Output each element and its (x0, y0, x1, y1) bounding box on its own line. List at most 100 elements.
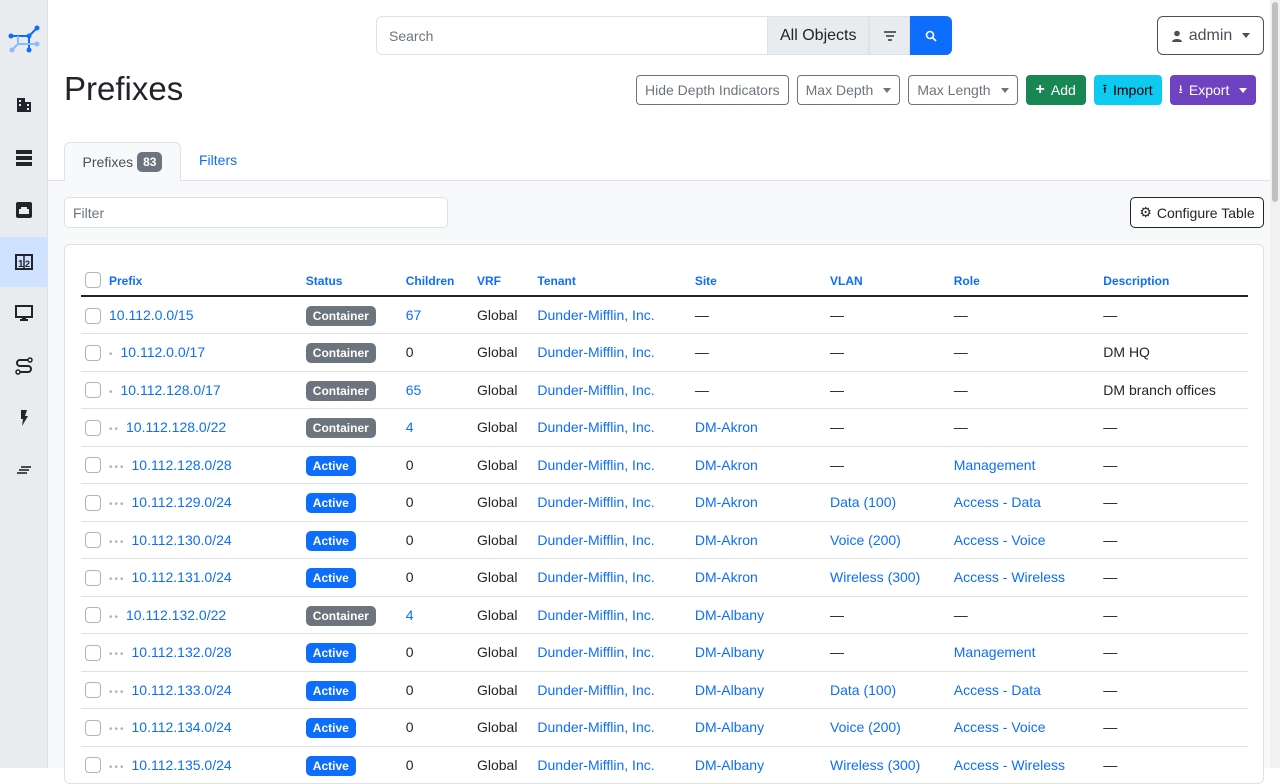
role-value[interactable]: Management (953, 644, 1036, 661)
max-depth-dropdown[interactable]: Max Depth (796, 75, 901, 105)
site-value[interactable]: DM-Albany (694, 719, 765, 736)
row-checkbox[interactable] (85, 569, 101, 586)
search-filter-button[interactable] (869, 16, 911, 55)
prefix-link[interactable]: 10.112.132.0/28 (131, 644, 232, 661)
site-value[interactable]: DM-Akron (694, 419, 758, 436)
row-checkbox[interactable] (85, 307, 101, 324)
row-checkbox[interactable] (85, 419, 101, 436)
page-scrollbar[interactable] (1270, 0, 1280, 768)
table-filter-input[interactable] (64, 197, 448, 228)
prefix-link[interactable]: 10.112.0.0/17 (120, 344, 206, 361)
role-value[interactable]: Access - Data (953, 494, 1041, 511)
prefix-link[interactable]: 10.112.132.0/22 (126, 606, 227, 623)
import-button[interactable]: ⭱ Import (1093, 75, 1162, 105)
vlan-value[interactable]: Voice (200) (830, 719, 901, 736)
vlan-value[interactable]: Voice (200) (830, 531, 901, 548)
tab-prefixes[interactable]: Prefixes 83 (64, 142, 181, 181)
vlan-value[interactable]: Data (100) (830, 681, 897, 698)
tenant-value[interactable]: Dunder-Mifflin, Inc. (537, 606, 655, 623)
vlan-value[interactable]: Wireless (300) (830, 756, 921, 773)
role-value[interactable]: Access - Wireless (953, 569, 1065, 586)
column-header-children[interactable]: Children (401, 265, 473, 297)
site-value[interactable]: DM-Akron (694, 494, 758, 511)
prefix-link[interactable]: 10.112.129.0/24 (131, 494, 232, 511)
tenant-value[interactable]: Dunder-Mifflin, Inc. (537, 419, 655, 436)
children-value[interactable]: 65 (405, 381, 422, 398)
select-all-checkbox[interactable] (85, 272, 101, 288)
tenant-value[interactable]: Dunder-Mifflin, Inc. (537, 644, 655, 661)
site-value[interactable]: DM-Albany (694, 756, 765, 773)
prefix-link[interactable]: 10.112.135.0/24 (131, 756, 232, 773)
column-header-vlan[interactable]: VLAN (826, 265, 950, 297)
column-header-vrf[interactable]: VRF (472, 265, 534, 297)
role-value[interactable]: Access - Wireless (953, 756, 1065, 773)
tenant-value[interactable]: Dunder-Mifflin, Inc. (537, 344, 655, 361)
site-value[interactable]: DM-Albany (694, 681, 765, 698)
prefix-link[interactable]: 10.112.0.0/15 (109, 307, 194, 323)
tenant-value[interactable]: Dunder-Mifflin, Inc. (537, 307, 655, 323)
site-value[interactable]: DM-Albany (694, 606, 765, 623)
role-value[interactable]: Access - Voice (953, 531, 1046, 548)
row-checkbox[interactable] (85, 719, 101, 736)
row-checkbox[interactable] (85, 457, 101, 474)
prefix-link[interactable]: 10.112.128.0/17 (120, 381, 221, 398)
row-checkbox[interactable] (85, 644, 101, 661)
prefix-link[interactable]: 10.112.128.0/22 (126, 419, 227, 436)
tenant-value[interactable]: Dunder-Mifflin, Inc. (537, 719, 655, 736)
site-value[interactable]: DM-Akron (694, 569, 758, 586)
column-header-description[interactable]: Description (1099, 265, 1248, 297)
row-checkbox[interactable] (85, 532, 101, 549)
column-header-role[interactable]: Role (949, 265, 1100, 297)
role-value[interactable]: Access - Data (953, 681, 1041, 698)
row-checkbox[interactable] (85, 682, 101, 699)
tab-filters[interactable]: Filters (199, 152, 238, 168)
sidebar-item-organization[interactable] (0, 80, 47, 130)
max-length-dropdown[interactable]: Max Length (908, 75, 1018, 105)
add-button[interactable]: + Add (1025, 75, 1086, 105)
prefix-link[interactable]: 10.112.130.0/24 (131, 531, 232, 548)
role-value[interactable]: Management (953, 456, 1036, 473)
children-value[interactable]: 4 (405, 419, 414, 436)
tenant-value[interactable]: Dunder-Mifflin, Inc. (537, 756, 655, 773)
column-header-prefix[interactable]: Prefix (105, 265, 302, 297)
tenant-value[interactable]: Dunder-Mifflin, Inc. (537, 531, 655, 548)
hide-depth-indicators-button[interactable]: Hide Depth Indicators (636, 75, 789, 105)
search-button[interactable] (910, 16, 953, 55)
row-checkbox[interactable] (85, 607, 101, 624)
children-value[interactable]: 67 (405, 307, 422, 323)
sidebar-item-circuits[interactable] (0, 341, 47, 391)
tenant-value[interactable]: Dunder-Mifflin, Inc. (537, 456, 655, 473)
sidebar-item-virtualization[interactable] (0, 288, 47, 338)
prefix-link[interactable]: 10.112.133.0/24 (131, 681, 232, 698)
row-checkbox[interactable] (85, 382, 101, 399)
role-value[interactable]: Access - Voice (953, 719, 1046, 736)
tenant-value[interactable]: Dunder-Mifflin, Inc. (537, 494, 655, 511)
row-checkbox[interactable] (85, 344, 101, 361)
vlan-value[interactable]: Data (100) (830, 494, 897, 511)
tenant-value[interactable]: Dunder-Mifflin, Inc. (537, 381, 655, 398)
column-header-site[interactable]: Site (690, 265, 827, 297)
tenant-value[interactable]: Dunder-Mifflin, Inc. (537, 681, 655, 698)
row-checkbox[interactable] (85, 494, 101, 511)
search-scope-dropdown[interactable]: All Objects (768, 16, 870, 55)
sidebar-item-devices[interactable] (0, 133, 47, 183)
row-checkbox[interactable] (85, 757, 101, 774)
search-input[interactable] (376, 16, 768, 55)
netbox-logo-icon[interactable] (8, 24, 40, 56)
tenant-value[interactable]: Dunder-Mifflin, Inc. (537, 569, 655, 586)
prefix-link[interactable]: 10.112.134.0/24 (131, 719, 232, 736)
prefix-link[interactable]: 10.112.128.0/28 (131, 456, 232, 473)
configure-table-button[interactable]: ⚙ Configure Table (1130, 197, 1264, 228)
sidebar-item-power[interactable] (0, 393, 47, 443)
vlan-value[interactable]: Wireless (300) (830, 569, 921, 586)
prefix-link[interactable]: 10.112.131.0/24 (131, 569, 232, 586)
site-value[interactable]: DM-Akron (694, 456, 758, 473)
site-value[interactable]: DM-Akron (694, 531, 758, 548)
site-value[interactable]: DM-Albany (694, 644, 765, 661)
export-button[interactable]: ⭳ Export (1169, 75, 1257, 105)
user-menu-button[interactable]: admin (1157, 16, 1264, 55)
sidebar-item-connections[interactable] (0, 185, 47, 235)
sidebar-item-other[interactable] (0, 445, 47, 495)
children-value[interactable]: 4 (405, 606, 414, 623)
